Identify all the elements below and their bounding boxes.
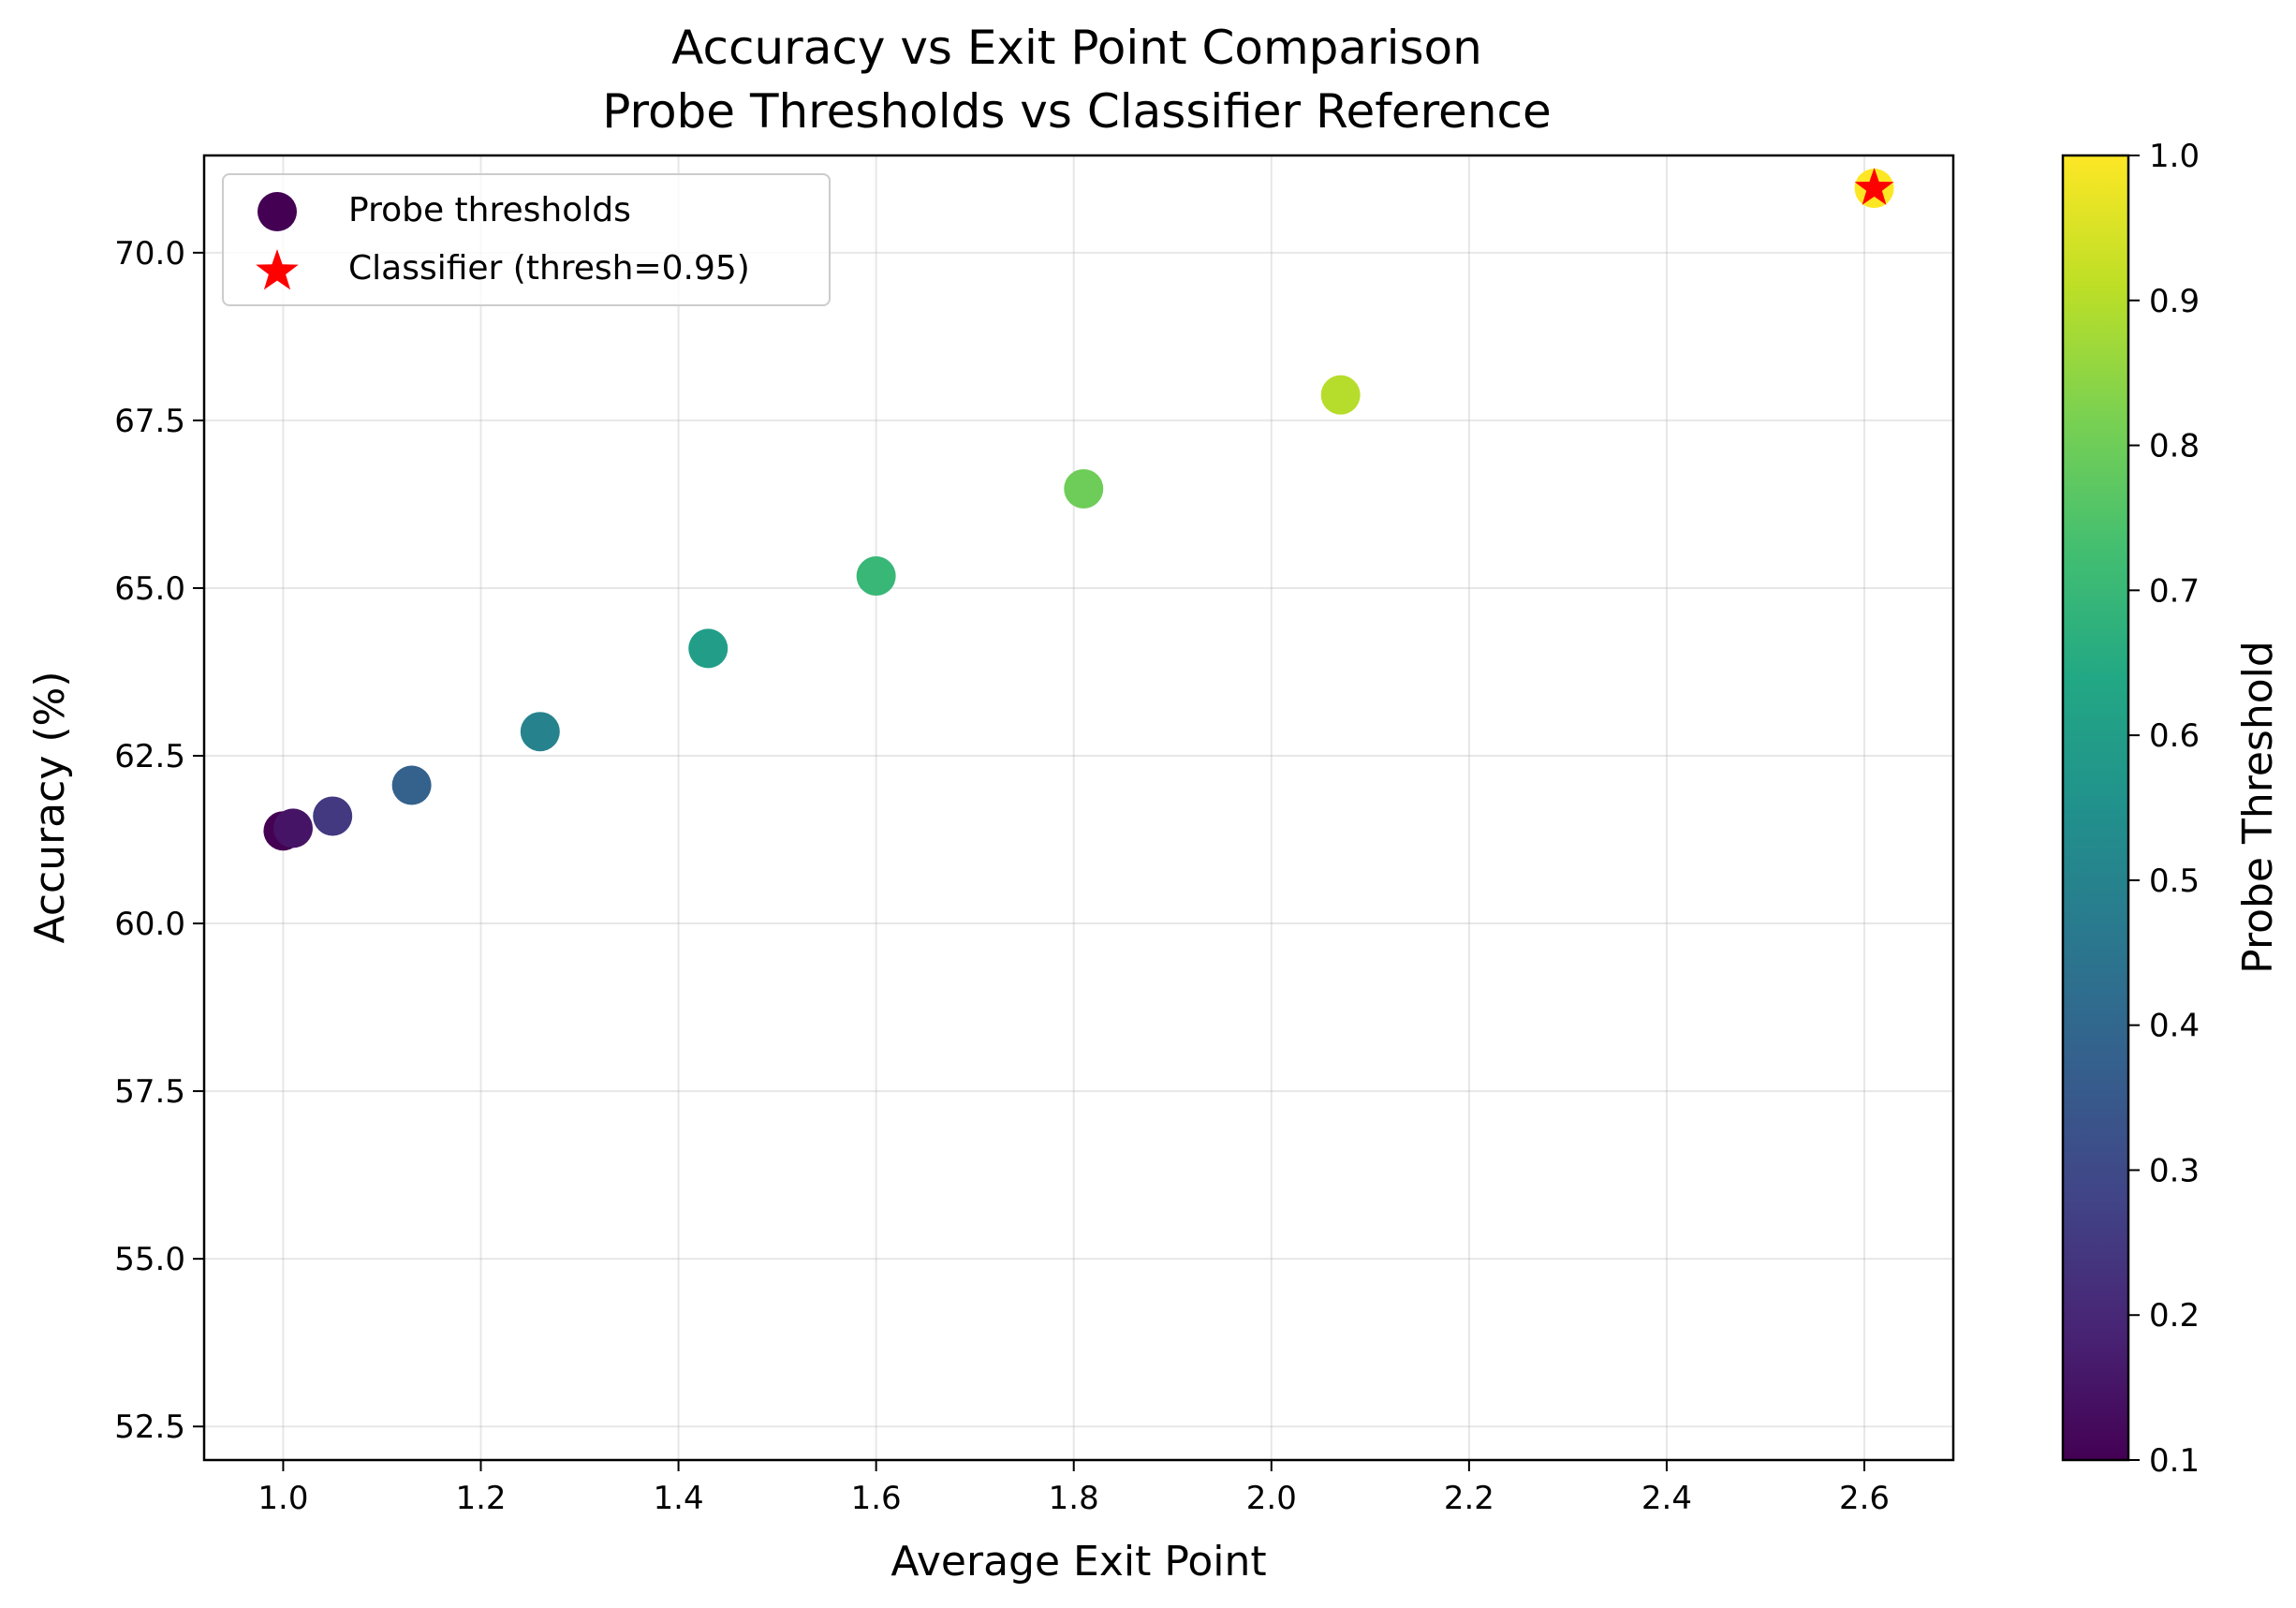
legend: Probe thresholds Classifier (thresh=0.95… [222, 173, 831, 306]
colorbar-tick-label: 0.9 [2149, 283, 2200, 320]
colorbar-tick-label: 0.6 [2149, 717, 2200, 755]
colorbar-tick-label: 1.0 [2149, 138, 2200, 175]
legend-label-classifier: Classifier (thresh=0.95) [348, 249, 750, 288]
probe-threshold-point [272, 808, 313, 848]
x-tick-label: 1.2 [455, 1480, 506, 1517]
plot-area-frame [202, 154, 1955, 1462]
colorbar-tick-label: 0.8 [2149, 428, 2200, 465]
chart-title-line-2: Probe Thresholds vs Classifier Reference [602, 84, 1552, 139]
y-tick-label: 62.5 [114, 738, 185, 775]
y-axis-label: Accuracy (%) [26, 671, 74, 943]
legend-marker-classifier [256, 249, 299, 290]
colorbar-tick-label: 0.5 [2149, 863, 2200, 900]
y-tick-label: 55.0 [114, 1241, 185, 1278]
legend-marker-probe-thresholds [258, 192, 297, 231]
y-tick-label: 67.5 [114, 403, 185, 440]
colorbar-tick-label: 0.3 [2149, 1152, 2200, 1189]
probe-threshold-point [1064, 468, 1104, 509]
x-tick-label: 2.0 [1246, 1480, 1297, 1517]
y-axis-ticks: 52.5 55.0 57.5 60.0 62.5 65.0 67.5 70.0 [114, 235, 204, 1446]
legend-frame [222, 173, 831, 306]
colorbar-gradient [2061, 154, 2130, 1462]
colorbar-tick-label: 0.2 [2149, 1297, 2200, 1335]
colorbar-tick-label: 0.4 [2149, 1008, 2200, 1045]
y-tick-label: 57.5 [114, 1073, 185, 1111]
colorbar-ticks: 0.1 0.2 0.3 0.4 0.5 0.6 0.7 0.8 0.9 1.0 [2128, 138, 2200, 1480]
x-axis-ticks: 1.0 1.2 1.4 1.6 1.8 2.0 2.2 2.4 2.6 [258, 1460, 1890, 1517]
colorbar-tick-label: 0.1 [2149, 1442, 2200, 1480]
x-tick-label: 2.2 [1444, 1480, 1494, 1517]
probe-threshold-point [313, 796, 353, 836]
y-tick-label: 52.5 [114, 1409, 185, 1446]
probe-threshold-point [391, 765, 432, 805]
grid [204, 155, 1953, 1460]
colorbar-label: Probe Threshold [2234, 641, 2282, 974]
probe-threshold-point [856, 556, 896, 597]
colorbar: 0.1 0.2 0.3 0.4 0.5 0.6 0.7 0.8 0.9 1.0 Probe Thr… [2061, 138, 2282, 1480]
x-tick-label: 2.4 [1641, 1480, 1692, 1517]
x-tick-label: 1.8 [1049, 1480, 1099, 1517]
x-tick-label: 2.6 [1839, 1480, 1890, 1517]
chart-title-line-1: Accuracy vs Exit Point Comparison [671, 21, 1482, 75]
data-points [263, 168, 1894, 851]
x-tick-label: 1.0 [258, 1480, 308, 1517]
classifier-star-point [1854, 168, 1894, 205]
probe-threshold-point [1320, 375, 1361, 415]
probe-threshold-point [520, 712, 560, 752]
legend-label-probe-thresholds: Probe thresholds [348, 191, 631, 229]
x-tick-label: 1.4 [654, 1480, 704, 1517]
probe-threshold-point [688, 628, 729, 669]
x-tick-label: 1.6 [851, 1480, 902, 1517]
x-axis-label: Average Exit Point [890, 1538, 1266, 1586]
y-tick-label: 70.0 [114, 235, 185, 273]
y-tick-label: 65.0 [114, 570, 185, 608]
colorbar-tick-label: 0.7 [2149, 572, 2200, 610]
y-tick-label: 60.0 [114, 906, 185, 943]
